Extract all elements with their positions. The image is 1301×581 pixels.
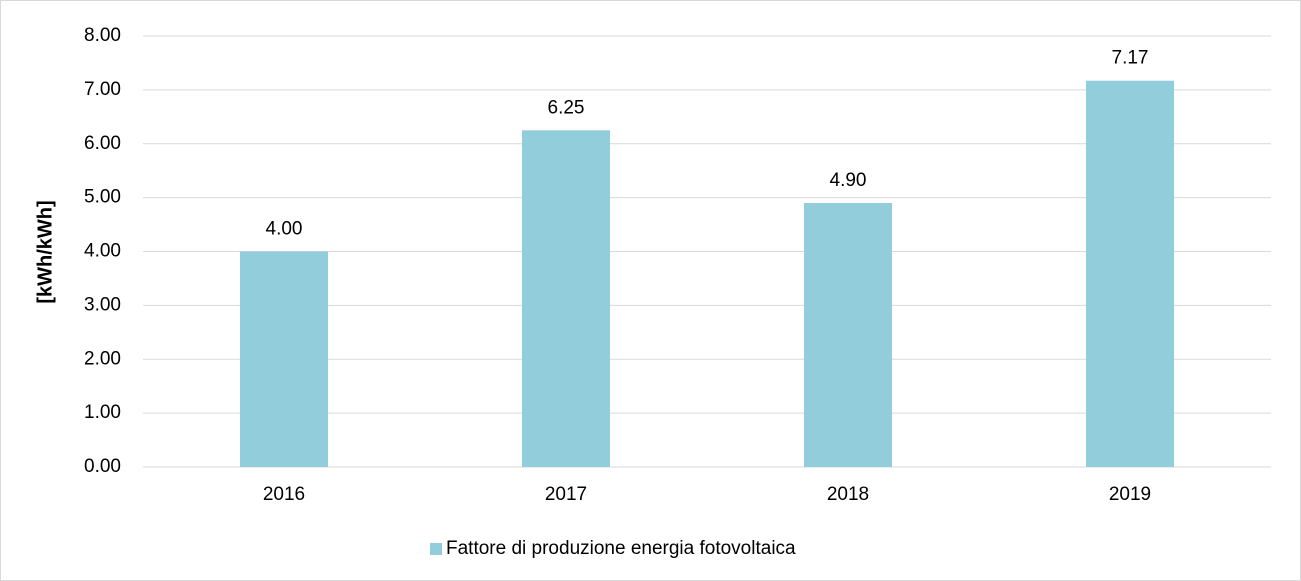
legend-label: Fattore di produzione energia fotovoltai… (446, 538, 796, 559)
bar (1086, 80, 1174, 467)
x-tick-label: 2018 (827, 484, 869, 505)
x-tick-label: 2017 (545, 484, 587, 505)
y-tick-label: 0.00 (84, 456, 121, 477)
bar (240, 251, 328, 467)
y-tick-label: 5.00 (84, 187, 121, 208)
data-label: 4.00 (266, 219, 303, 240)
legend-swatch (430, 543, 442, 555)
y-tick-label: 6.00 (84, 133, 121, 154)
bar (804, 203, 892, 467)
y-axis-label: [kWh/kWh] (34, 200, 56, 303)
data-label: 7.17 (1112, 48, 1149, 69)
x-tick-label: 2016 (263, 484, 305, 505)
y-tick-label: 1.00 (84, 402, 121, 423)
data-label: 4.90 (830, 170, 867, 191)
x-tick-label: 2019 (1109, 484, 1151, 505)
data-label: 6.25 (548, 97, 585, 118)
y-tick-label: 3.00 (84, 294, 121, 315)
y-tick-label: 7.00 (84, 79, 121, 100)
bar (522, 130, 610, 467)
y-tick-label: 2.00 (84, 348, 121, 369)
y-tick-label: 4.00 (84, 241, 121, 262)
y-tick-label: 8.00 (84, 25, 121, 46)
